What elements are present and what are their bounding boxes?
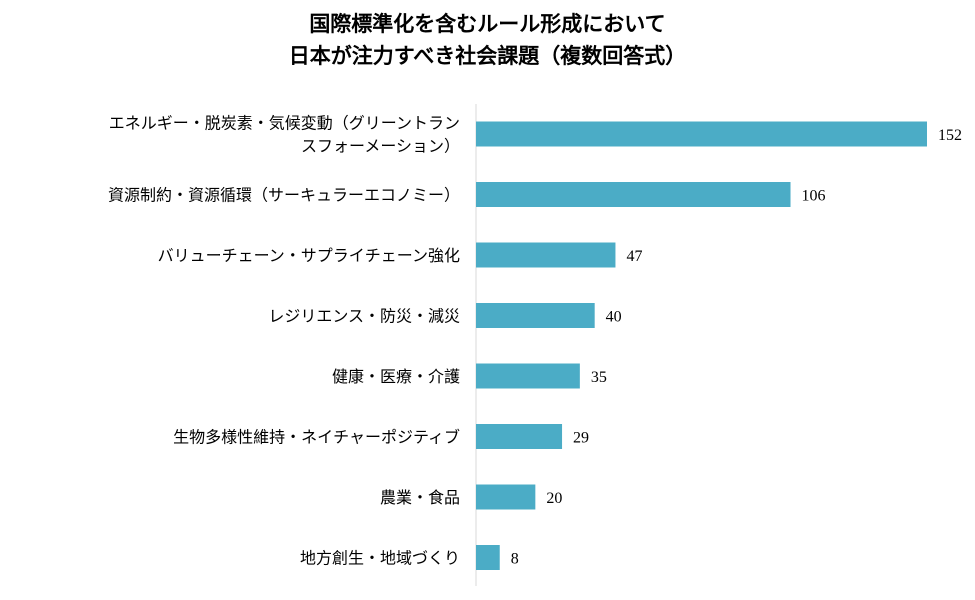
bar-3 — [476, 303, 595, 328]
bar-4 — [476, 363, 580, 389]
bar-7 — [476, 545, 500, 570]
category-label-7: 地方創生・地域づくり — [300, 549, 460, 568]
category-label-5: 生物多様性維持・ネイチャーポジティブ — [173, 428, 460, 447]
category-label-2: バリューチェーン・サプライチェーン強化 — [158, 246, 460, 265]
chart-title: 国際標準化を含むルール形成において 日本が注力すべき社会課題（複数回答式） — [0, 8, 975, 72]
bar-0 — [476, 121, 927, 147]
data-label-1: 106 — [802, 188, 826, 205]
category-label-1: 資源制約・資源循環（サーキュラーエコノミー） — [108, 186, 460, 205]
bar-5 — [476, 424, 563, 449]
bar-6 — [476, 484, 536, 510]
bar-1 — [476, 182, 791, 207]
category-label-6: 農業・食品 — [380, 488, 460, 507]
data-label-5: 29 — [573, 430, 589, 447]
data-label-2: 47 — [626, 248, 642, 265]
chart-title-line-2: 日本が注力すべき社会課題（複数回答式） — [288, 44, 687, 68]
chart-title-line-1: 国際標準化を含むルール形成において — [309, 12, 666, 36]
category-label-0-line-1: スフォーメーション） — [301, 137, 460, 156]
data-label-0: 152 — [938, 127, 962, 144]
category-label-0-line-0: エネルギー・脱炭素・気候変動（グリーントラン — [109, 114, 460, 133]
data-label-7: 8 — [511, 551, 519, 568]
data-label-4: 35 — [591, 369, 607, 386]
category-label-3: レジリエンス・防災・減災 — [268, 307, 460, 326]
bar-2 — [476, 242, 616, 268]
data-label-6: 20 — [546, 490, 562, 507]
data-label-3: 40 — [606, 309, 622, 326]
category-label-4: 健康・医療・介護 — [332, 367, 460, 386]
